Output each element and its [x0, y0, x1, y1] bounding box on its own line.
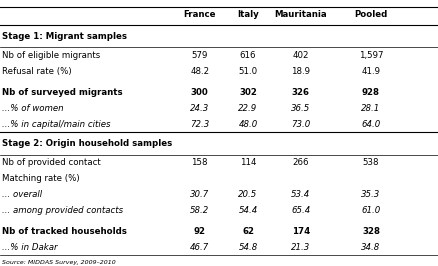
- Text: 22.9: 22.9: [238, 104, 257, 113]
- Text: Source: MIDDAS Survey, 2009–2010: Source: MIDDAS Survey, 2009–2010: [2, 260, 116, 264]
- Text: France: France: [183, 10, 215, 19]
- Text: 158: 158: [191, 158, 208, 167]
- Text: 538: 538: [362, 158, 378, 167]
- Text: 579: 579: [191, 51, 208, 60]
- Text: 53.4: 53.4: [290, 190, 310, 199]
- Text: Italy: Italy: [237, 10, 258, 19]
- Text: Pooled: Pooled: [353, 10, 387, 19]
- Text: 18.9: 18.9: [290, 67, 310, 76]
- Text: 266: 266: [292, 158, 308, 167]
- Text: 328: 328: [361, 227, 379, 236]
- Text: 326: 326: [291, 88, 309, 97]
- Text: 51.0: 51.0: [238, 67, 257, 76]
- Text: 73.0: 73.0: [290, 120, 310, 129]
- Text: Nb of eligible migrants: Nb of eligible migrants: [2, 51, 100, 60]
- Text: 62: 62: [241, 227, 254, 236]
- Text: 34.8: 34.8: [360, 243, 380, 252]
- Text: 48.2: 48.2: [190, 67, 209, 76]
- Text: 28.1: 28.1: [360, 104, 380, 113]
- Text: 46.7: 46.7: [190, 243, 209, 252]
- Text: ...% in capital/main cities: ...% in capital/main cities: [2, 120, 110, 129]
- Text: 54.4: 54.4: [238, 206, 257, 215]
- Text: Stage 1: Migrant samples: Stage 1: Migrant samples: [2, 32, 127, 41]
- Text: 402: 402: [292, 51, 308, 60]
- Text: ...% in Dakar: ...% in Dakar: [2, 243, 57, 252]
- Text: 1,597: 1,597: [358, 51, 382, 60]
- Text: 64.0: 64.0: [360, 120, 380, 129]
- Text: Mauritania: Mauritania: [274, 10, 326, 19]
- Text: Refusal rate (%): Refusal rate (%): [2, 67, 72, 76]
- Text: 114: 114: [239, 158, 256, 167]
- Text: 48.0: 48.0: [238, 120, 257, 129]
- Text: 35.3: 35.3: [360, 190, 380, 199]
- Text: 54.8: 54.8: [238, 243, 257, 252]
- Text: 616: 616: [239, 51, 256, 60]
- Text: 20.5: 20.5: [238, 190, 257, 199]
- Text: Stage 2: Origin household samples: Stage 2: Origin household samples: [2, 139, 172, 148]
- Text: 72.3: 72.3: [190, 120, 209, 129]
- Text: 24.3: 24.3: [190, 104, 209, 113]
- Text: Nb of tracked households: Nb of tracked households: [2, 227, 127, 236]
- Text: ...% of women: ...% of women: [2, 104, 64, 113]
- Text: 928: 928: [361, 88, 379, 97]
- Text: 30.7: 30.7: [190, 190, 209, 199]
- Text: 174: 174: [291, 227, 309, 236]
- Text: 92: 92: [193, 227, 205, 236]
- Text: 300: 300: [191, 88, 208, 97]
- Text: 302: 302: [239, 88, 256, 97]
- Text: Nb of provided contact: Nb of provided contact: [2, 158, 101, 167]
- Text: ... among provided contacts: ... among provided contacts: [2, 206, 123, 215]
- Text: ... overall: ... overall: [2, 190, 42, 199]
- Text: 61.0: 61.0: [360, 206, 380, 215]
- Text: 65.4: 65.4: [290, 206, 310, 215]
- Text: Nb of surveyed migrants: Nb of surveyed migrants: [2, 88, 123, 97]
- Text: 21.3: 21.3: [290, 243, 310, 252]
- Text: 36.5: 36.5: [290, 104, 310, 113]
- Text: Matching rate (%): Matching rate (%): [2, 174, 80, 183]
- Text: 41.9: 41.9: [360, 67, 380, 76]
- Text: 58.2: 58.2: [190, 206, 209, 215]
